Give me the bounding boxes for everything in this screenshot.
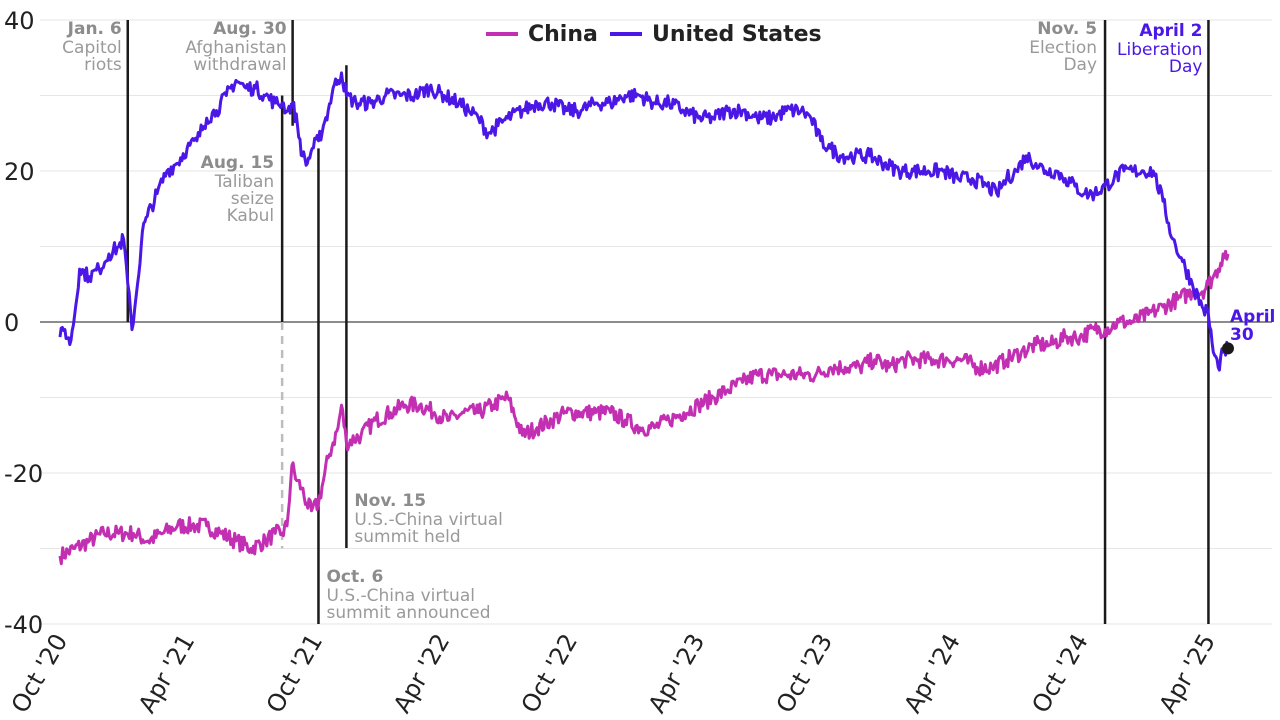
x-axis: Oct '20 Apr '21 Oct '21 Apr '22 Oct '22 Apr '… [6, 629, 1221, 718]
event-description-label: Day [1063, 55, 1097, 75]
event-description-label: seize [231, 189, 274, 209]
event-description-label: U.S.-China virtual [326, 586, 475, 606]
y-tick-label: 40 [4, 7, 35, 35]
y-axis: 40 20 0 -20 -40 [4, 7, 43, 639]
event-description-label: Election [1029, 38, 1097, 58]
x-tick-label: Apr '23 [643, 629, 710, 718]
event-description-label: Kabul [227, 206, 275, 226]
event-date-label: Jan. 6 [67, 19, 122, 39]
x-tick-label: Apr '25 [1154, 629, 1221, 718]
event-description-label: Capitol [62, 38, 122, 58]
series-line-china [58, 249, 1230, 566]
event-date-label: Aug. 30 [213, 19, 287, 39]
x-tick-label: Oct '23 [771, 629, 838, 718]
legend-label-china: China [528, 22, 598, 47]
event-date-label: Nov. 15 [354, 491, 426, 511]
y-tick-label: 0 [4, 309, 19, 337]
event-date-label: April 2 [1139, 21, 1202, 41]
event-markers [126, 20, 1210, 624]
end-point-marker [1222, 342, 1234, 355]
event-description-label: Day [1169, 57, 1203, 77]
y-tick-label: -40 [4, 611, 43, 639]
y-tick-label: -20 [4, 460, 43, 488]
end-label-text: April [1230, 307, 1275, 327]
event-date-label: Nov. 5 [1037, 19, 1097, 39]
x-tick-label: Apr '21 [133, 629, 200, 718]
event-description-label: summit held [354, 527, 460, 547]
legend-label-united-states: United States [652, 22, 822, 47]
legend: China United States [486, 22, 822, 47]
x-tick-label: Oct '21 [261, 629, 328, 718]
end-label-text: 30 [1230, 325, 1254, 345]
y-tick-label: 20 [4, 158, 35, 186]
x-tick-label: Apr '24 [899, 629, 966, 718]
event-date-label: Oct. 6 [326, 567, 383, 587]
series-line-united-states [58, 71, 1230, 372]
event-description-label: Liberation [1117, 40, 1202, 60]
x-tick-label: Apr '22 [388, 629, 455, 718]
x-tick-label: Oct '20 [6, 629, 73, 718]
event-description-label: summit announced [326, 603, 490, 623]
event-description-label: Afghanistan [185, 38, 286, 58]
event-description-label: riots [84, 55, 122, 75]
x-tick-label: Oct '24 [1026, 629, 1093, 718]
event-date-label: Aug. 15 [201, 153, 274, 173]
event-description-label: U.S.-China virtual [354, 510, 503, 530]
series-lines [58, 71, 1230, 566]
event-description-label: Taliban [214, 172, 274, 192]
x-tick-label: Oct '22 [516, 629, 583, 718]
event-description-label: withdrawal [193, 55, 286, 75]
